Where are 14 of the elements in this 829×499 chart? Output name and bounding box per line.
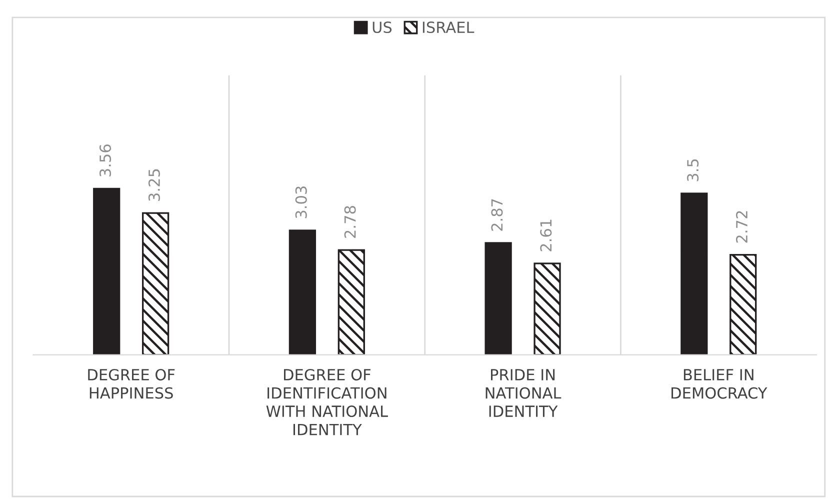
data-label: 3.5 xyxy=(687,159,699,182)
x-tick-label: DEGREE OF HAPPINESS xyxy=(88,368,175,399)
x-tick-label: BELIEF IN DEMOCRACY xyxy=(672,369,768,399)
legend-label: ISRAEL xyxy=(422,22,474,34)
data-label: 3.56 xyxy=(99,144,112,176)
data-label: 2.87 xyxy=(491,199,503,231)
data-label: 2.61 xyxy=(540,220,552,252)
data-label: 2.78 xyxy=(344,206,356,238)
x-tick-label: DEGREE OF IDENTIFICATION WITH NATIONAL IDENTITY xyxy=(266,368,388,436)
legend-label: US xyxy=(372,22,392,34)
data-label: 3.25 xyxy=(148,169,160,201)
x-tick-label: PRIDE IN NATIONAL IDENTITY xyxy=(486,369,562,417)
data-label: 2.72 xyxy=(736,211,748,243)
data-label: 3.03 xyxy=(295,186,307,218)
